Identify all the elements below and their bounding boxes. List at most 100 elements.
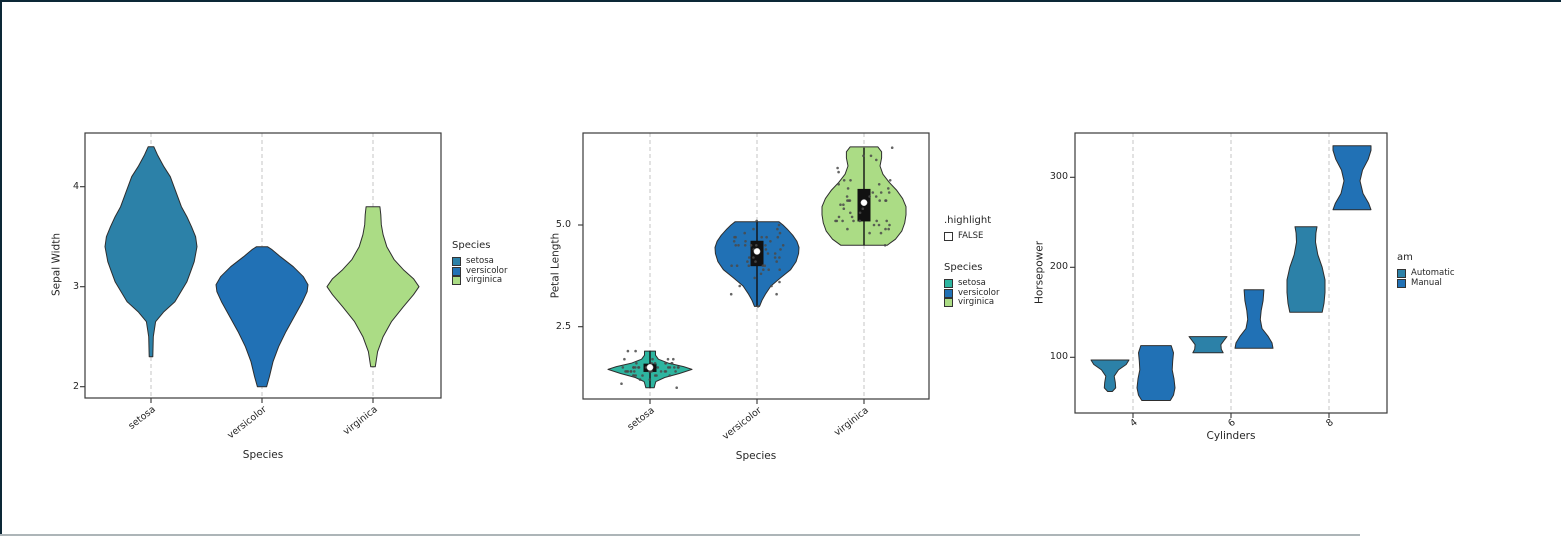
jitter-point [884, 199, 888, 202]
jitter-point [872, 223, 876, 227]
legend-item: Automatic [1397, 269, 1455, 279]
jitter-point [663, 370, 667, 373]
legend-item: versicolor [452, 265, 508, 277]
jitter-point [623, 357, 626, 361]
jitter-point [836, 166, 839, 170]
jitter-point [842, 203, 845, 206]
jitter-point [676, 366, 680, 369]
jitter-point [877, 223, 881, 227]
jitter-point [668, 366, 672, 369]
legend-swatch [1397, 269, 1406, 279]
jitter-point [744, 240, 747, 243]
legend-item: setosa [944, 279, 999, 289]
violin-cyl8-manual [1332, 145, 1372, 211]
jitter-point [656, 366, 660, 369]
jitter-point [664, 362, 667, 365]
jitter-point [837, 215, 841, 219]
jitter-point [755, 219, 758, 223]
jitter-point [776, 235, 780, 239]
jitter-point [629, 370, 633, 373]
jitter-point [834, 219, 837, 223]
jitter-point [743, 244, 747, 247]
jitter-point [621, 366, 625, 369]
violin-versicolor [215, 246, 309, 388]
y-tick-label: 300 [1049, 171, 1068, 182]
jitter-point [848, 199, 852, 202]
legend-item: setosa [452, 257, 507, 267]
median-dot [860, 199, 868, 206]
y-tick-label: 5.0 [555, 219, 571, 230]
legend-label: FALSE [958, 231, 984, 242]
jitter-point [846, 227, 849, 231]
legend-am: am Automatic Manual [1397, 252, 1455, 288]
y-axis-title: Sepal Width [50, 233, 63, 296]
y-tick-label: 200 [1049, 261, 1068, 272]
jitter-point [775, 260, 778, 263]
legend-item: virginica [452, 276, 507, 286]
jitter-point [862, 154, 865, 158]
legend-item: FALSE [944, 232, 991, 242]
jitter-point [778, 256, 781, 259]
jitter-point [775, 292, 778, 296]
jitter-point [852, 219, 855, 223]
jitter-point [773, 256, 777, 259]
jitter-point [868, 195, 871, 198]
jitter-point [762, 268, 765, 272]
jitter-point [760, 235, 763, 239]
jitter-point [778, 268, 781, 272]
jitter-point [626, 349, 630, 353]
violin-cyl4-automatic [1090, 359, 1130, 392]
x-axis-title: Cylinders [1206, 430, 1256, 442]
jitter-point [668, 374, 671, 377]
jitter-point [767, 268, 770, 272]
jitter-point [888, 223, 891, 227]
jitter-point [729, 292, 733, 296]
jitter-point [770, 284, 773, 288]
x-axis-title: Species [242, 449, 284, 461]
y-tick-label: 2 [72, 381, 79, 392]
jitter-point [734, 244, 737, 247]
jitter-point [641, 374, 644, 377]
jitter-point [878, 199, 881, 202]
jitter-point [651, 357, 654, 361]
jitter-point [837, 183, 840, 186]
jitter-point [759, 272, 763, 276]
legend-highlight: .highlight FALSE [944, 215, 991, 242]
jitter-point [858, 211, 862, 215]
jitter-point [877, 183, 881, 186]
legend-swatch [944, 298, 953, 308]
legend-label: virginica [466, 275, 503, 286]
jitter-point [749, 244, 753, 247]
jitter-point [885, 219, 888, 223]
violin-cyl8-automatic [1286, 226, 1326, 313]
legend-label: versicolor [466, 265, 508, 276]
jitter-point [634, 349, 637, 353]
legend-label: virginica [958, 297, 995, 308]
jitter-point [879, 231, 883, 235]
jitter-point [777, 223, 781, 227]
jitter-point [735, 264, 739, 268]
legend-species: Species setosa versicolor virginica [944, 262, 999, 308]
jitter-point [776, 227, 779, 231]
jitter-point [655, 374, 658, 377]
legend-label: versicolor [958, 287, 1000, 298]
jitter-point [634, 374, 637, 377]
jitter-point [673, 366, 676, 369]
jitter-point [732, 240, 736, 243]
y-axis-title: Petal Length [549, 232, 562, 299]
violin-cyl6-manual [1234, 289, 1274, 349]
legend-title: Species [944, 262, 983, 273]
jitter-point [752, 227, 755, 231]
jitter-point [738, 284, 741, 288]
violin-cyl6-automatic [1188, 336, 1228, 354]
jitter-point [635, 362, 638, 365]
jitter-point [666, 357, 670, 361]
jitter-point [875, 219, 878, 223]
legend-swatch [452, 276, 461, 286]
jitter-point [752, 256, 755, 259]
jitter-point [648, 378, 652, 381]
jitter-point [746, 260, 749, 263]
jitter-point [734, 235, 737, 239]
jitter-point [861, 207, 865, 210]
